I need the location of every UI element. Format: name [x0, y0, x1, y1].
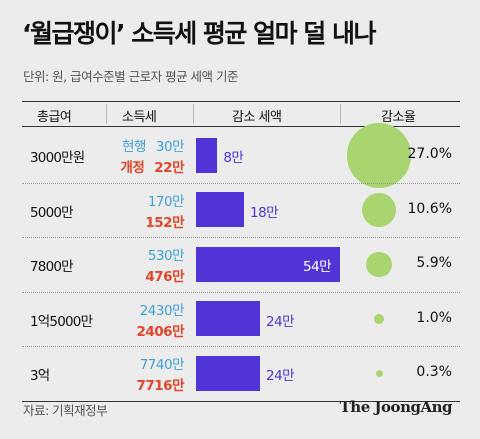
revised-tax: 개정 22만: [120, 156, 184, 176]
current-label: 현행: [122, 139, 146, 156]
reduction-label: 54만: [303, 259, 332, 276]
reduction-bar: [196, 301, 260, 337]
salary-label: 1억5000만: [30, 313, 93, 330]
current-tax-value: 30만: [155, 139, 185, 156]
rate-bubble: [362, 192, 396, 227]
rate-label: 10.6%: [407, 200, 452, 217]
header-tax: 소득세: [122, 110, 157, 125]
current-tax-value: 530만: [147, 248, 185, 265]
reduction-bar: [196, 246, 340, 282]
header-separator: [193, 104, 194, 124]
row-separator: [22, 346, 460, 347]
current-tax-value: 7740만: [139, 357, 185, 374]
rate-bubble: [366, 251, 392, 277]
current-tax-value: 2430만: [139, 302, 185, 319]
rate-bubble: [375, 369, 383, 377]
reduction-bar: [196, 355, 260, 391]
chart-title: ‘월급쟁이’ 소득세 평균 얼마 덜 내나: [22, 19, 377, 48]
header-separator: [106, 104, 107, 124]
reduction-bar: [196, 192, 244, 228]
salary-label: 3억: [30, 368, 50, 385]
reduction-bar: [196, 137, 218, 173]
salary-label: 3000만원: [30, 150, 85, 167]
rate-bubble: [373, 313, 385, 324]
reduction-label: 8만: [223, 150, 244, 167]
header-rate: 감소율: [381, 110, 416, 125]
brand-logo: The JoongAng: [339, 398, 453, 416]
header-salary: 총급여: [37, 110, 72, 125]
salary-label: 5000만: [30, 204, 74, 221]
reduction-label: 24만: [266, 313, 295, 330]
rate-label: 27.0%: [407, 146, 452, 163]
header-separator: [340, 104, 341, 124]
rate-label: 1.0%: [416, 309, 452, 326]
revised-tax-value: 22만: [154, 160, 184, 177]
current-tax-value: 170만: [147, 193, 185, 210]
row-separator: [22, 182, 460, 184]
chart-subtitle: 단위: 원, 급여수준별 근로자 평균 세액 기준: [23, 69, 239, 84]
revised-tax-value: 2406만: [136, 323, 185, 340]
rate-bubble: [346, 122, 412, 188]
reduction-label: 24만: [266, 368, 295, 385]
source-note: 자료: 기획재정부: [23, 403, 108, 418]
revised-tax-value: 476만: [145, 269, 184, 286]
row-separator: [22, 400, 460, 402]
header-reduction: 감소 세액: [232, 110, 282, 125]
row-separator: [22, 237, 460, 238]
revised-tax-value: 7716만: [136, 378, 185, 395]
revised-label: 개정: [120, 160, 145, 177]
rate-label: 0.3%: [416, 364, 452, 381]
reduction-label: 18만: [250, 204, 279, 221]
rate-label: 5.9%: [416, 255, 452, 272]
row-separator: [22, 291, 460, 293]
header-top-rule: [22, 101, 460, 102]
salary-label: 7800만: [30, 259, 74, 276]
revised-tax-value: 152만: [145, 214, 184, 231]
current-tax: 현행 30만: [122, 135, 184, 155]
header-bottom-rule: [22, 126, 460, 127]
